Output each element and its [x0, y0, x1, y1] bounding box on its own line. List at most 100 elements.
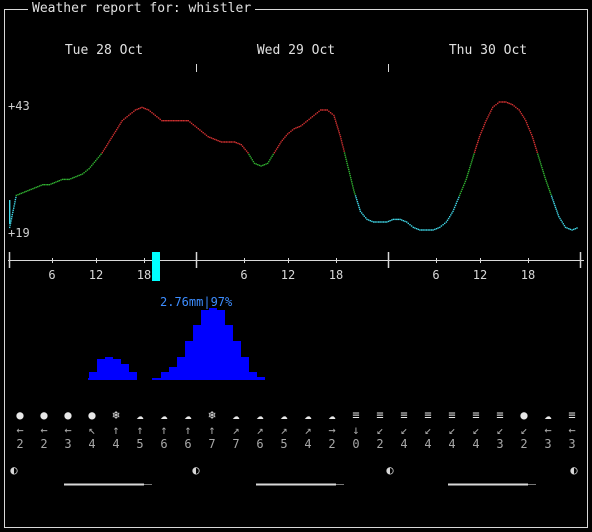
temperature-point [14, 198, 17, 201]
temperature-point [40, 184, 42, 187]
temperature-point [52, 182, 54, 185]
wind-speed: 7 [208, 437, 216, 451]
temperature-point [58, 180, 60, 182]
temperature-point [100, 153, 102, 155]
temperature-point [350, 179, 352, 181]
temperature-point [10, 218, 13, 220]
temperature-point [339, 136, 342, 138]
temperature-point [463, 184, 465, 187]
temperature-point [354, 195, 357, 197]
temperature-point [335, 122, 337, 124]
temperature-point [556, 210, 558, 212]
temperature-point [152, 113, 155, 115]
temperature-point [37, 186, 39, 188]
temperature-point [503, 101, 505, 103]
precipitation-bar [161, 372, 169, 380]
temperature-point [11, 216, 13, 218]
temperature-point [397, 218, 400, 221]
wind-speed: 4 [472, 437, 480, 451]
temperature-point [147, 109, 150, 111]
temperature-point [571, 229, 573, 231]
temperature-point [278, 144, 280, 147]
temperature-point [484, 122, 486, 124]
temperature-point [333, 114, 335, 117]
temperature-point [225, 141, 228, 143]
temperature-point [57, 180, 59, 183]
temperature-point [85, 170, 87, 173]
fog-icon: ≡ [400, 408, 408, 422]
snowflake-icon: ❄ [208, 408, 216, 422]
temperature-point [291, 129, 294, 131]
wind-direction-icon: ← [40, 423, 48, 437]
temperature-point [527, 126, 529, 128]
temperature-point [561, 221, 563, 223]
temperature-point [347, 166, 349, 169]
temperature-point [367, 219, 370, 221]
temperature-point [386, 221, 388, 223]
temperature-point [336, 124, 338, 126]
temperature-point [532, 137, 534, 140]
temperature-point [372, 221, 375, 223]
temperature-point [531, 136, 534, 138]
temperature-point [133, 110, 135, 113]
temperature-point [300, 125, 302, 127]
temperature-point [232, 141, 234, 143]
temperature-point [50, 183, 52, 185]
temperature-point [89, 166, 92, 168]
temperature-point [537, 153, 539, 155]
temperature-point [205, 134, 208, 137]
temperature-point [446, 219, 449, 221]
temperature-point [493, 105, 495, 107]
temperature-point [345, 158, 347, 160]
temperature-point [252, 160, 255, 163]
temperature-point [199, 129, 201, 131]
temperature-point [474, 149, 476, 151]
temperature-point [230, 141, 232, 143]
temperature-point [224, 141, 226, 143]
temperature-point [18, 193, 21, 195]
temperature-point [164, 120, 166, 122]
temperature-point [247, 152, 249, 154]
temperature-start-marker [9, 200, 11, 224]
temperature-point [68, 178, 70, 181]
temperature-point [467, 170, 470, 173]
temperature-point [429, 229, 431, 231]
temperature-point [387, 220, 390, 223]
temperature-point [212, 138, 214, 140]
temperature-point [530, 132, 532, 134]
temperature-point [329, 112, 332, 114]
temperature-point [250, 157, 252, 159]
temperature-point [194, 125, 196, 127]
temperature-point [342, 146, 344, 148]
temperature-point [404, 220, 406, 223]
temperature-point [139, 107, 142, 109]
cloud-icon: ☁ [232, 408, 240, 422]
temperature-point [535, 147, 537, 149]
temperature-point [109, 139, 111, 141]
temperature-point [458, 194, 461, 197]
precipitation-bar [121, 364, 129, 380]
temperature-point [260, 165, 262, 167]
temperature-point [45, 184, 47, 186]
precipitation-bar [249, 372, 257, 380]
temperature-point [488, 114, 490, 116]
wind-speed: 4 [88, 437, 96, 451]
wind-speed: 3 [64, 437, 72, 451]
temperature-point [396, 218, 398, 221]
temperature-point [33, 187, 36, 189]
temperature-point [14, 201, 16, 203]
cloud-snow-icon: ☁ [136, 408, 144, 422]
precipitation-baseline [88, 378, 136, 380]
temperature-point [61, 178, 64, 181]
temperature-point [471, 159, 473, 161]
wind-speed: 4 [424, 437, 432, 451]
temperature-point [55, 181, 57, 183]
temperature-point [574, 228, 577, 230]
temperature-point [476, 143, 478, 146]
temperature-point [237, 142, 239, 145]
temperature-point [103, 148, 106, 150]
moon-icon: ● [16, 408, 24, 422]
temperature-point [106, 144, 108, 147]
temperature-point [538, 157, 540, 159]
temperature-point [410, 225, 413, 227]
